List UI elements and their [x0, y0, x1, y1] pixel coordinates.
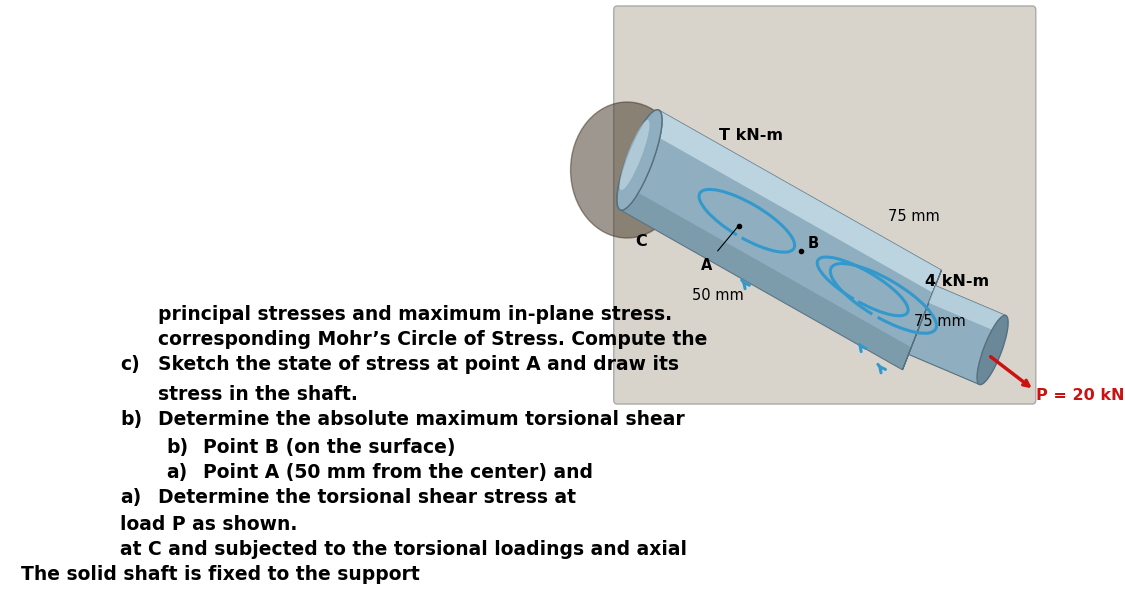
Circle shape	[570, 102, 684, 238]
Text: principal stresses and maximum in-plane stress.: principal stresses and maximum in-plane …	[158, 305, 672, 324]
Text: stress in the shaft.: stress in the shaft.	[158, 385, 358, 404]
Ellipse shape	[616, 110, 661, 210]
Text: c): c)	[120, 355, 140, 374]
FancyBboxPatch shape	[614, 6, 1036, 404]
Text: at C and subjected to the torsional loadings and axial: at C and subjected to the torsional load…	[120, 540, 687, 559]
Text: 75 mm: 75 mm	[888, 209, 939, 224]
Text: Determine the absolute maximum torsional shear: Determine the absolute maximum torsional…	[158, 410, 684, 429]
Text: B: B	[807, 235, 818, 251]
Text: Sketch the state of stress at point A and draw its: Sketch the state of stress at point A an…	[158, 355, 678, 374]
Text: b): b)	[166, 438, 188, 457]
Text: 50 mm: 50 mm	[692, 288, 744, 303]
Text: Point B (on the surface): Point B (on the surface)	[204, 438, 456, 457]
Text: Determine the torsional shear stress at: Determine the torsional shear stress at	[158, 488, 576, 507]
Text: P = 20 kN: P = 20 kN	[1036, 387, 1124, 403]
Text: corresponding Mohr’s Circle of Stress. Compute the: corresponding Mohr’s Circle of Stress. C…	[158, 330, 708, 349]
Polygon shape	[928, 286, 1006, 333]
Ellipse shape	[620, 120, 649, 190]
Text: Point A (50 mm from the center) and: Point A (50 mm from the center) and	[204, 463, 593, 482]
Text: load P as shown.: load P as shown.	[120, 515, 298, 534]
Text: a): a)	[120, 488, 142, 507]
Text: 75 mm: 75 mm	[915, 314, 966, 329]
Polygon shape	[620, 110, 942, 370]
Polygon shape	[909, 286, 1006, 384]
Text: 4 kN-m: 4 kN-m	[925, 274, 989, 289]
Text: C: C	[636, 234, 647, 250]
Polygon shape	[650, 110, 942, 292]
Text: T kN-m: T kN-m	[719, 128, 783, 144]
Polygon shape	[902, 270, 942, 370]
Ellipse shape	[976, 315, 1008, 385]
Text: A: A	[701, 259, 712, 273]
Polygon shape	[620, 187, 911, 370]
Text: b): b)	[120, 410, 143, 429]
Text: a): a)	[166, 463, 187, 482]
Text: The solid shaft is fixed to the support: The solid shaft is fixed to the support	[20, 565, 420, 584]
Ellipse shape	[616, 110, 661, 210]
Ellipse shape	[620, 120, 649, 190]
